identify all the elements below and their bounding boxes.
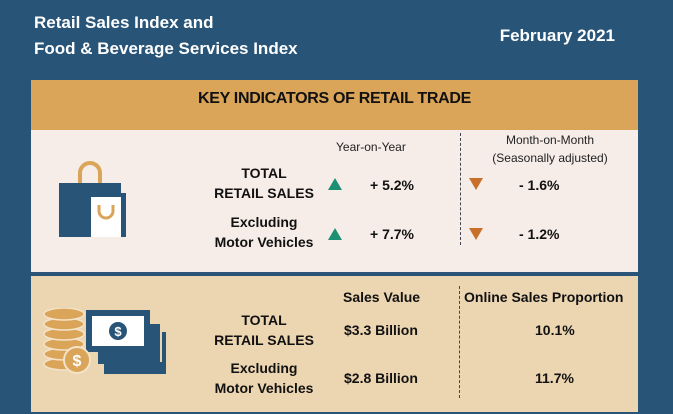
mom-header-line2: (Seasonally adjusted) — [492, 151, 608, 165]
title-line-2: Food & Beverage Services Index — [34, 39, 298, 58]
mom-excl: - 1.2% — [519, 226, 560, 242]
report-date: February 2021 — [499, 26, 615, 45]
down-arrow-icon — [469, 228, 483, 240]
growth-section: Year-on-Year Month-on-Month (Seasonally a… — [31, 130, 638, 274]
svg-text:$: $ — [114, 324, 122, 339]
banner-text: KEY INDICATORS OF RETAIL TRADE — [197, 90, 472, 107]
shopping-bags-icon — [59, 161, 126, 237]
online-header: Online Sales Proportion — [464, 289, 624, 305]
up-arrow-icon — [328, 228, 342, 240]
label-line1: Excluding — [230, 360, 298, 376]
mom-total: - 1.6% — [519, 177, 560, 193]
row-excl-label: Excluding Motor Vehicles — [194, 212, 334, 252]
label-line1: Excluding — [230, 214, 298, 230]
banner: KEY INDICATORS OF RETAIL TRADE — [31, 80, 638, 130]
sales-value-header: Sales Value — [343, 289, 421, 305]
row-total-label: TOTAL RETAIL SALES — [194, 163, 334, 203]
row-excl-label: Excluding Motor Vehicles — [194, 358, 334, 398]
divider — [460, 133, 461, 245]
up-arrow-icon — [328, 178, 342, 190]
label-line2: RETAIL SALES — [214, 332, 314, 348]
online-total: 10.1% — [535, 322, 575, 338]
yoy-total: + 5.2% — [370, 177, 414, 193]
page-title: Retail Sales Index and Food & Beverage Se… — [34, 10, 298, 62]
money-icon: $ $ — [43, 308, 166, 374]
online-excl: 11.7% — [535, 370, 574, 386]
sales-value-total: $3.3 Billion — [344, 322, 418, 338]
label-line2: RETAIL SALES — [214, 185, 314, 201]
mom-header: Month-on-Month (Seasonally adjusted) — [480, 131, 620, 167]
row-total-label: TOTAL RETAIL SALES — [194, 310, 334, 350]
label-line2: Motor Vehicles — [214, 234, 314, 250]
divider — [459, 286, 460, 398]
svg-text:$: $ — [73, 353, 82, 370]
yoy-excl: + 7.7% — [370, 226, 414, 242]
yoy-header: Year-on-Year — [336, 140, 406, 154]
mom-header-line1: Month-on-Month — [505, 133, 595, 147]
label-line1: TOTAL — [241, 312, 287, 328]
down-arrow-icon — [469, 178, 483, 190]
title-line-1: Retail Sales Index and — [34, 13, 214, 32]
label-line2: Motor Vehicles — [214, 380, 314, 396]
sales-value-excl: $2.8 Billion — [344, 370, 418, 386]
sales-section: $ $ Sales Value Online Sales Proportion … — [31, 276, 638, 412]
label-line1: TOTAL — [241, 165, 287, 181]
